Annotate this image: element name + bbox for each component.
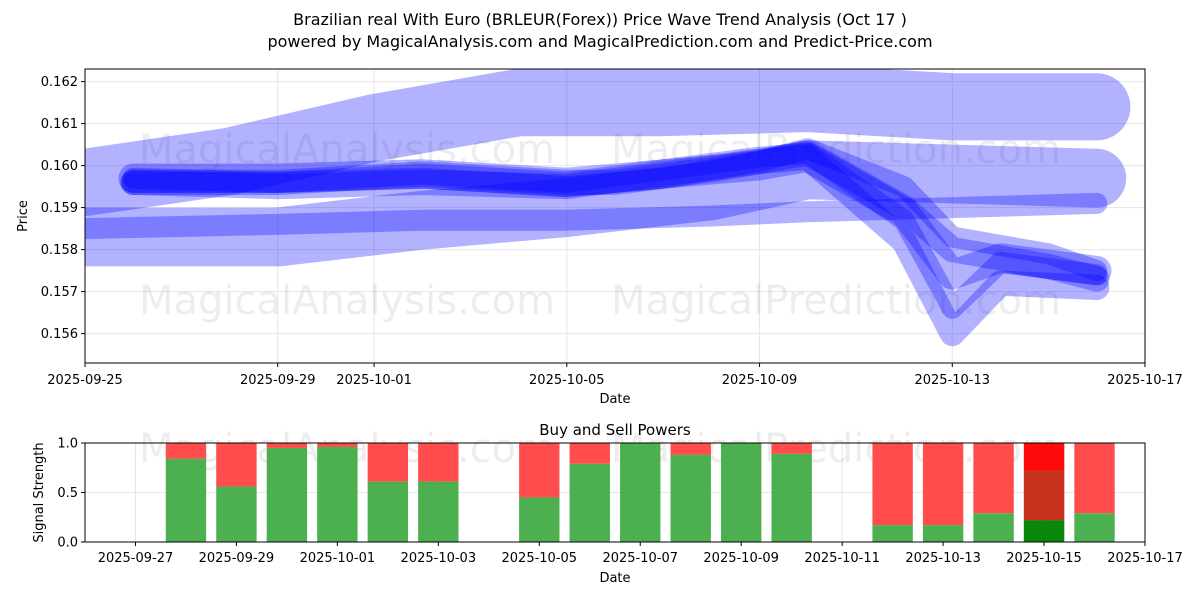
sell-power-bar: [317, 443, 358, 447]
wave-band-3: [85, 192, 1108, 240]
price-xtick-label: 2025-09-29: [240, 373, 316, 388]
price-ytick-label: 0.162: [41, 75, 78, 90]
price-xtick-label: 2025-10-01: [336, 373, 412, 388]
sell-power-bar: [670, 443, 711, 455]
buy-power-bar: [973, 513, 1014, 542]
price-xtick-label: 2025-10-05: [529, 373, 605, 388]
watermark-lower-right: MagicalPrediction.com: [611, 278, 1061, 324]
price-xtick-label: 2025-10-17: [1107, 373, 1183, 388]
sell-power-bar: [771, 443, 812, 454]
price-xtick-label: 2025-10-09: [722, 373, 798, 388]
wave-band-1: [85, 69, 1131, 216]
buy-power-bar-strong: [1023, 520, 1065, 542]
wave-band-4: [120, 140, 1110, 292]
buy-power-bar: [872, 525, 913, 542]
sell-power-bar: [519, 443, 560, 498]
price-ytick-label: 0.158: [41, 243, 78, 258]
sell-power-bar-strong: [1023, 443, 1065, 471]
price-yaxis-label: Price: [16, 200, 31, 232]
signal-xtick-label: 2025-10-13: [905, 551, 981, 566]
buy-power-bar: [317, 446, 358, 542]
signal-chart-title: Buy and Sell Powers: [539, 421, 691, 439]
wave-band-5: [122, 138, 1108, 282]
signal-xtick-label: 2025-10-17: [1107, 551, 1183, 566]
signal-xtick-label: 2025-10-11: [804, 551, 880, 566]
buy-power-bar: [620, 443, 661, 542]
price-ytick-label: 0.157: [41, 285, 78, 300]
signal-yaxis-label: Signal Strength: [32, 442, 47, 542]
price-xtick-label: 2025-09-25: [47, 373, 123, 388]
sell-power-bar: [922, 443, 964, 526]
signal-xtick-label: 2025-09-29: [199, 551, 275, 566]
watermark-upper-left: MagicalAnalysis.com: [139, 127, 555, 173]
price-axes-frame: [84, 68, 1146, 364]
price-waves: [85, 69, 1131, 347]
signal-ytick-label: 1.0: [57, 437, 78, 452]
buy-power-bar: [771, 453, 812, 542]
chart-subtitle: powered by MagicalAnalysis.com and Magic…: [267, 32, 933, 51]
buy-power-bar: [165, 458, 207, 542]
price-ytick-label: 0.161: [41, 117, 78, 132]
wave-band-7: [122, 142, 1108, 319]
sell-power-bar: [367, 443, 409, 482]
signal-ytick-label: 0.5: [57, 486, 78, 501]
sell-power-bar: [418, 443, 459, 482]
buy-power-bar: [569, 463, 610, 542]
buy-power-bar: [519, 497, 560, 542]
mixed-power-bar: [1023, 470, 1065, 521]
buy-power-bar: [721, 443, 762, 542]
price-ytick-label: 0.160: [41, 159, 78, 174]
wave-band-2: [85, 140, 1127, 267]
sell-power-bar: [872, 443, 913, 526]
sell-power-bar: [1074, 443, 1115, 514]
buy-power-bar: [216, 486, 257, 542]
sell-power-bar: [569, 443, 610, 464]
wave-band-6: [120, 144, 1110, 347]
buy-power-bar: [1074, 513, 1115, 542]
signal-xtick-label: 2025-09-27: [98, 551, 174, 566]
watermark-upper-right: MagicalPrediction.com: [611, 127, 1061, 173]
buy-power-bar: [922, 525, 964, 542]
signal-ytick-label: 0.0: [57, 536, 78, 551]
buy-power-bar: [266, 447, 308, 542]
buy-power-bar: [367, 481, 409, 542]
buy-power-bar: [418, 481, 459, 542]
signal-xtick-label: 2025-10-07: [602, 551, 678, 566]
chart-title: Brazilian real With Euro (BRLEUR(Forex))…: [293, 10, 907, 29]
signal-xaxis-label: Date: [599, 571, 630, 586]
signal-xtick-label: 2025-10-15: [1006, 551, 1082, 566]
wave-band-8: [118, 142, 1112, 290]
price-xtick-label: 2025-10-13: [914, 373, 990, 388]
signal-xtick-label: 2025-10-01: [300, 551, 376, 566]
sell-power-bar: [266, 443, 308, 448]
price-xaxis-label: Date: [599, 392, 630, 407]
signal-xtick-label: 2025-10-05: [502, 551, 578, 566]
sell-power-bar: [216, 443, 257, 487]
watermark-lower-left: MagicalAnalysis.com: [139, 278, 555, 324]
sell-power-bar: [165, 443, 207, 459]
price-ytick-label: 0.159: [41, 201, 78, 216]
sell-power-bar: [973, 443, 1014, 514]
buy-power-bar: [670, 454, 711, 542]
signal-xtick-label: 2025-10-09: [703, 551, 779, 566]
price-ytick-label: 0.156: [41, 327, 78, 342]
signal-xtick-label: 2025-10-03: [401, 551, 477, 566]
